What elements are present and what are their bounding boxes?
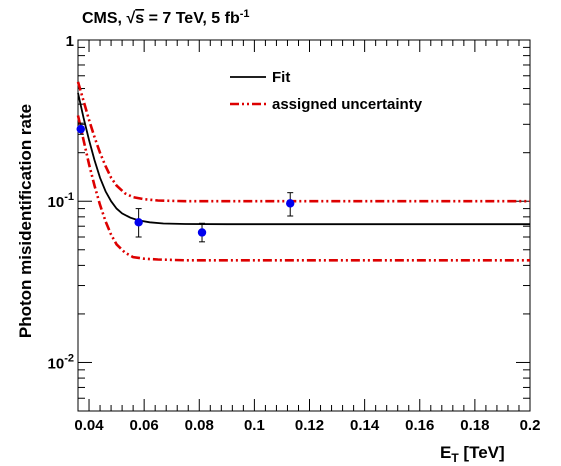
x-tick-label: 0.12	[295, 417, 324, 434]
x-tick-label: 0.04	[74, 417, 104, 434]
y-tick-label: 10-2	[48, 352, 74, 372]
data-points	[76, 122, 295, 243]
data-point	[197, 228, 207, 237]
fit-line	[77, 92, 530, 226]
x-tick-label: 0.08	[185, 417, 214, 434]
x-tick-label: 0.16	[405, 417, 434, 434]
legend: Fit assigned uncertainty	[230, 69, 423, 113]
data-point	[76, 124, 85, 134]
y-tick-label: 10-1	[48, 191, 74, 211]
y-tick-label: 1	[66, 33, 74, 50]
x-tick-label: 0.2	[520, 417, 541, 434]
data-point	[286, 199, 295, 208]
x-tick-label: 0.18	[460, 417, 489, 434]
sqrt-symbol: √	[126, 10, 135, 27]
x-tick-labels: 0.04 0.06 0.08 0.1 0.12 0.14 0.16 0.18 0.2	[74, 417, 540, 434]
y-tick-labels: 1 10-1 10-2	[48, 33, 74, 372]
legend-uncertainty-label: assigned uncertainty	[272, 96, 423, 113]
x-tick-label: 0.1	[244, 417, 265, 434]
chart-title: CMS, √s = 7 TeV, 5 fb-1	[82, 8, 250, 27]
y-axis-label: Photon misidentification rate	[16, 104, 35, 338]
legend-fit-label: Fit	[272, 69, 290, 86]
x-tick-label: 0.06	[130, 417, 159, 434]
x-tick-label: 0.14	[350, 417, 380, 434]
plot-frame	[77, 39, 531, 412]
x-axis-label: ET [TeV]	[440, 443, 505, 465]
data-point	[134, 218, 143, 227]
uncertainty-lower-line	[76, 115, 530, 262]
sqrt-argument: s	[135, 10, 144, 27]
uncertainty-upper-line	[76, 81, 530, 203]
